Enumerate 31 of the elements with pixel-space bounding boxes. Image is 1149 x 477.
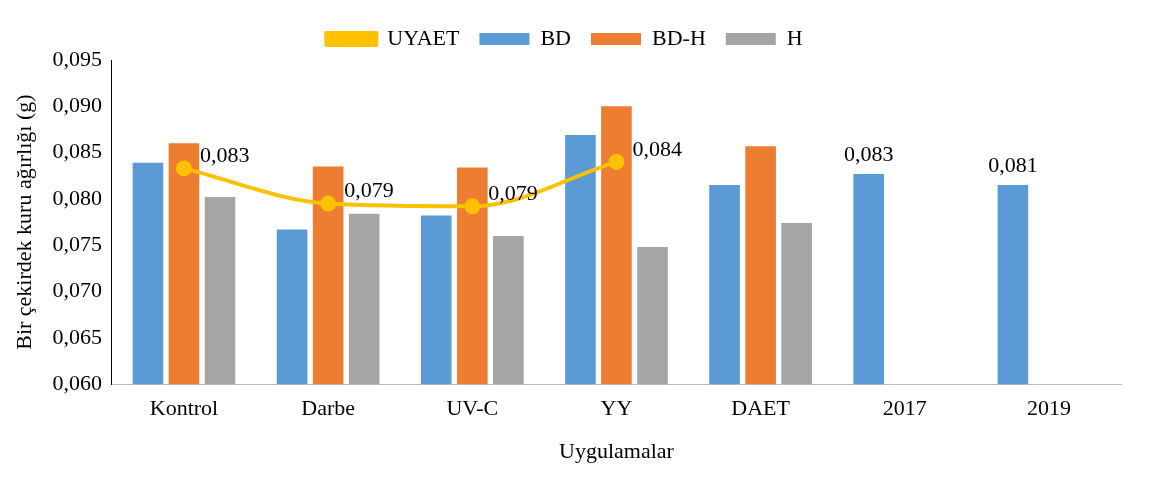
y-tick-label: 0,090	[52, 92, 102, 118]
data-label: 0,084	[632, 135, 682, 161]
x-tick-label: Kontrol	[149, 395, 219, 421]
y-tick-label: 0,085	[52, 138, 102, 164]
y-tick-label: 0,080	[52, 184, 102, 210]
x-tick-label: 2017	[882, 395, 927, 421]
x-tick-label: 2019	[1026, 395, 1071, 421]
point	[320, 195, 337, 212]
legend-label: UYAET	[387, 24, 460, 50]
legend-label: H	[786, 24, 803, 50]
data-label: 0,079	[344, 177, 394, 203]
y-tick-label: 0,095	[52, 45, 102, 71]
y-tick-label: 0,060	[52, 369, 102, 395]
legend-label: BD	[540, 24, 571, 50]
x-tick-label: UV-C	[446, 395, 499, 421]
y-tick-label: 0,075	[52, 231, 102, 257]
x-tick-label: DAET	[731, 395, 791, 421]
data-label: 0,081	[988, 151, 1038, 177]
legend-label: BD-H	[652, 24, 706, 50]
data-label: 0,079	[488, 180, 538, 206]
y-tick-label: 0,070	[52, 277, 102, 303]
x-axis-title: Uygulamalar	[559, 437, 675, 463]
y-tick-label: 0,065	[52, 323, 102, 349]
data-label: 0,083	[199, 142, 250, 168]
point	[608, 153, 625, 170]
x-tick-label: Darbe	[301, 395, 356, 421]
point	[464, 198, 481, 215]
y-axis-title: Bir çekirdek kuru ağırlığı (g)	[10, 94, 36, 350]
x-tick-label: YY	[600, 395, 633, 421]
data-label: 0,083	[843, 140, 894, 166]
point	[175, 160, 192, 177]
